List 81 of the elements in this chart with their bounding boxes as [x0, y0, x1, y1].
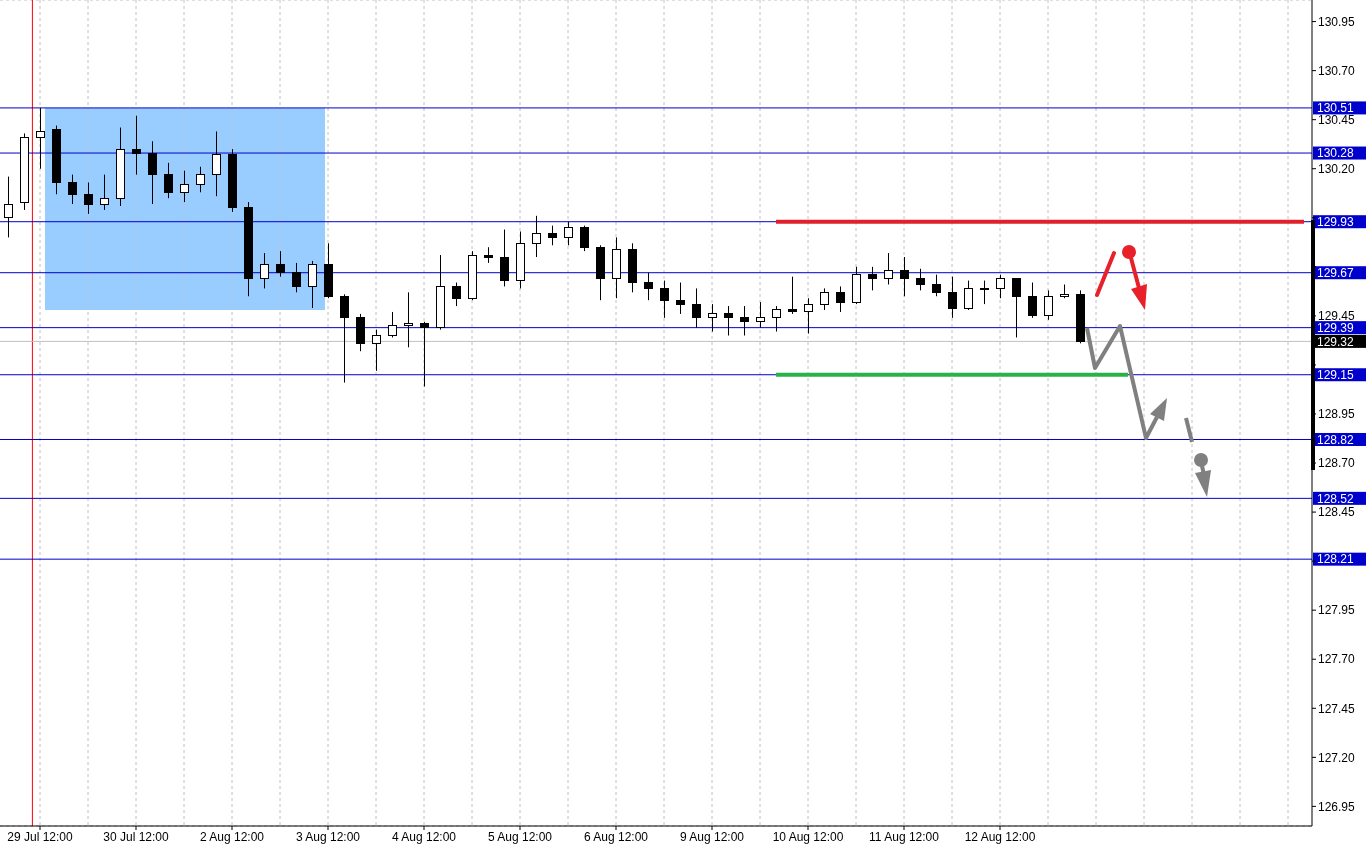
ref-line-label: 128.21 — [1317, 552, 1355, 567]
candlestick — [132, 115, 141, 176]
candlestick — [692, 287, 701, 329]
y-tick-label: 128.70 — [1318, 456, 1356, 471]
x-tick-label: 29 Jul 12:00 — [7, 829, 74, 844]
candlestick — [964, 280, 973, 311]
y-tick-label: 130.70 — [1318, 63, 1356, 78]
candlestick — [564, 221, 573, 246]
candlestick — [580, 225, 589, 252]
ref-line-label: 129.67 — [1317, 266, 1355, 281]
candlestick — [100, 174, 109, 211]
candlestick — [164, 162, 173, 199]
y-tick-label: 128.45 — [1318, 505, 1356, 520]
x-tick-label: 12 Aug 12:00 — [964, 829, 1036, 844]
y-tick-label: 130.20 — [1318, 161, 1356, 176]
y-tick-label: 128.95 — [1318, 407, 1356, 422]
ref-line-label: 129.93 — [1317, 215, 1355, 230]
candlestick — [4, 176, 13, 238]
candlestick — [36, 107, 45, 170]
candlestick — [532, 215, 541, 258]
candlestick — [980, 280, 989, 305]
x-tick-label: 3 Aug 12:00 — [295, 829, 361, 844]
candlestick — [372, 329, 381, 372]
ref-line-label: 128.82 — [1317, 432, 1355, 447]
candlestick — [1044, 289, 1053, 321]
candlestick — [196, 166, 205, 193]
candlestick — [644, 272, 653, 301]
candlestick — [276, 250, 285, 278]
x-tick-label: 6 Aug 12:00 — [583, 829, 649, 844]
candlestick — [900, 256, 909, 297]
candlestick — [884, 252, 893, 285]
y-tick-label: 126.95 — [1318, 799, 1356, 814]
candlestick — [500, 229, 509, 287]
x-tick-label: 11 Aug 12:00 — [869, 829, 940, 844]
candlestick — [180, 170, 189, 203]
candlestick — [548, 225, 557, 246]
x-tick-label: 30 Jul 12:00 — [103, 829, 170, 844]
candlestick — [420, 321, 429, 388]
candlestick — [788, 276, 797, 315]
candlestick — [820, 287, 829, 311]
candlestick — [68, 174, 77, 205]
candlestick — [660, 280, 669, 319]
candlestick — [756, 301, 765, 329]
candlestick — [388, 311, 397, 338]
candlestick — [676, 282, 685, 315]
ref-line-label: 130.28 — [1317, 146, 1355, 161]
candlestick — [1028, 282, 1037, 319]
candlestick — [1012, 278, 1021, 338]
candlestick — [868, 266, 877, 291]
candlestick — [836, 285, 845, 313]
candlestick — [740, 305, 749, 336]
candlestick — [340, 293, 349, 384]
candlestick — [212, 130, 221, 197]
y-tick-label: 127.45 — [1318, 701, 1356, 716]
candlestick — [84, 181, 93, 215]
candlestick — [948, 276, 957, 319]
candlestick — [404, 291, 413, 348]
candlestick — [308, 260, 317, 309]
x-tick-label: 2 Aug 12:00 — [199, 829, 265, 844]
candlestick — [932, 274, 941, 297]
candlestick — [292, 262, 301, 293]
candlestick — [708, 303, 717, 333]
x-tick-label: 10 Aug 12:00 — [772, 829, 844, 844]
y-tick-label: 130.95 — [1318, 14, 1356, 29]
candlestick — [996, 274, 1005, 299]
candlestick — [724, 305, 733, 336]
candlestick — [452, 282, 461, 307]
x-tick-label: 4 Aug 12:00 — [391, 829, 457, 844]
ref-line-label: 129.15 — [1317, 368, 1355, 383]
ref-line-label: 128.52 — [1317, 491, 1355, 506]
candlestick — [260, 252, 269, 289]
y-tick-label: 127.70 — [1318, 652, 1356, 667]
candlestick — [772, 305, 781, 333]
y-tick-label: 127.20 — [1318, 750, 1356, 765]
x-tick-label: 5 Aug 12:00 — [487, 829, 553, 844]
candlestick — [148, 140, 157, 205]
x-tick-label: 9 Aug 12:00 — [679, 829, 745, 844]
candlestick — [916, 268, 925, 291]
ref-line-label: 129.32 — [1317, 334, 1355, 349]
candlestick — [804, 297, 813, 335]
y-tick-label: 127.95 — [1318, 603, 1356, 618]
